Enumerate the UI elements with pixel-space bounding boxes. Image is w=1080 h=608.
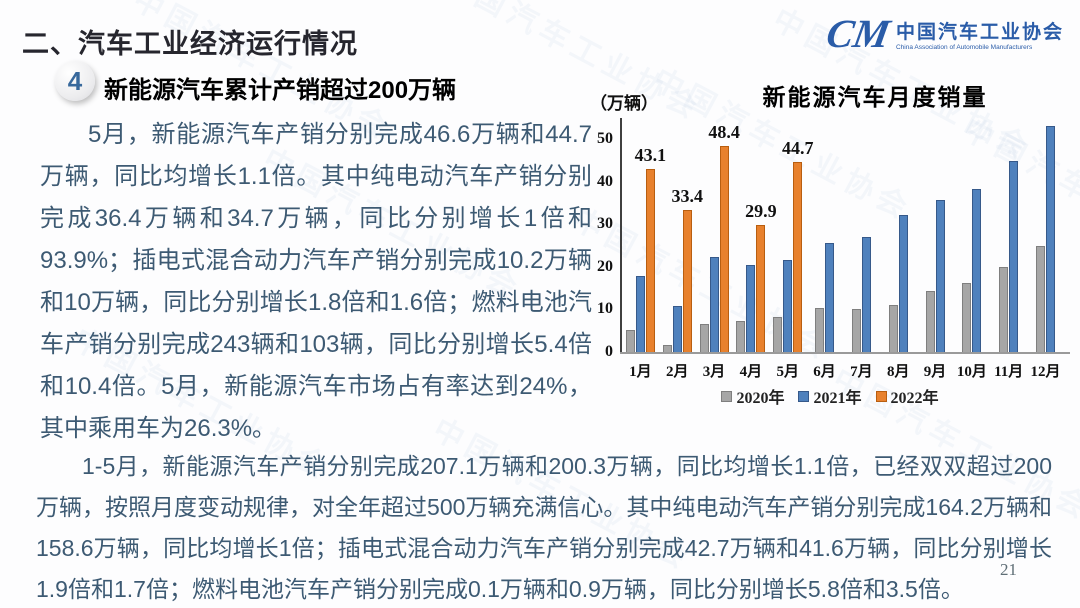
body-paragraph-may: 5月，新能源汽车产销分别完成46.6万辆和44.7万辆，同比均增长1.1倍。其中…: [40, 121, 592, 442]
x-tick-label: 6月: [813, 364, 836, 380]
y-axis-unit-label: （万辆）: [590, 94, 658, 113]
bar-group-4月: 29.9 4月: [732, 118, 777, 380]
caam-logo-name-cn: 中国汽车工业协会: [895, 22, 1064, 43]
data-label: 44.7: [781, 137, 814, 158]
y-tick-label: 0: [605, 343, 613, 360]
x-tick-label: 5月: [776, 364, 799, 380]
bar-2021年-4月: [746, 264, 756, 352]
bar-group-5月: 44.7 5月: [769, 118, 813, 380]
bar-group-11月: 11月: [990, 118, 1027, 380]
monthly-sales-chart: （万辆） 新能源汽车月度销量 43.1 1月 33.4 2月 48.4 3月 29.9 4月 4…: [586, 76, 1074, 412]
bar-2021年-3月: [709, 256, 719, 352]
x-tick-label: 8月: [886, 364, 910, 380]
legend-item-2020年: 2020年: [721, 384, 784, 408]
x-axis-line: [620, 352, 1070, 354]
bar-2020年-7月: [851, 309, 861, 352]
bar-2020年-10月: [962, 282, 972, 352]
legend-label: 2020年: [736, 390, 785, 407]
legend-item-2021年: 2021年: [798, 384, 862, 408]
bar-2021年-11月: [1009, 160, 1019, 352]
bar-group-1月: 43.1 1月: [622, 118, 666, 380]
bar-group-10月: 10月: [953, 118, 990, 380]
bar-2020年-5月: [773, 317, 783, 352]
bar-group-6月: 6月: [806, 118, 843, 380]
bar-2021年-6月: [825, 243, 835, 352]
bar-2021年-7月: [861, 236, 871, 352]
bar-group-12月: 12月: [1027, 118, 1064, 380]
bar-2020年-8月: [888, 304, 898, 352]
data-label: 33.4: [671, 185, 703, 206]
data-label: 43.1: [634, 144, 667, 165]
bar-2021年-9月: [935, 200, 945, 352]
bar-group-2月: 33.4 2月: [659, 118, 703, 380]
data-label: 29.9: [745, 200, 777, 221]
chart-title: 新能源汽车月度销量: [762, 85, 988, 110]
y-tick-label: 50: [597, 130, 613, 148]
page-number: 21: [1000, 560, 1017, 579]
legend-label: 2022年: [890, 390, 939, 407]
bar-2020年-1月: [625, 329, 635, 352]
page-title: 二、汽车工业经济运行情况: [22, 29, 358, 59]
caam-logo-text: 中国汽车工业协会 China Association of Automobile…: [896, 17, 1064, 51]
caam-logo: CM 中国汽车工业协会 China Association of Automob…: [823, 11, 1064, 56]
caam-logo-name-en: China Association of Automobile Manufact…: [895, 44, 1033, 51]
data-label: 48.4: [708, 122, 740, 143]
bar-2020年-12月: [1036, 246, 1046, 352]
bar-2022年-2月: 33.4: [671, 186, 703, 352]
section-number-badge: 4: [55, 61, 95, 101]
chart-plot: 43.1 1月 33.4 2月 48.4 3月 29.9 4月 44.7 5月 6月 7月 8月 9月 10…: [597, 118, 1070, 380]
x-tick-label: 3月: [702, 364, 726, 380]
bar-group-7月: 7月: [843, 118, 880, 380]
bar-2021年-10月: [972, 189, 982, 352]
bar-2020年-6月: [815, 307, 825, 352]
x-tick-label: 9月: [923, 364, 947, 380]
bar-2022年-1月: 43.1: [635, 145, 666, 352]
body-paragraph-jan-may: 1-5月，新能源汽车产销分别完成207.1万辆和200.3万辆，同比均增长1.1…: [36, 453, 1052, 602]
bar-group-8月: 8月: [880, 118, 917, 380]
legend-swatch: [875, 390, 887, 402]
y-tick-label: 10: [597, 300, 613, 318]
legend-label: 2021年: [813, 390, 862, 407]
bar-2020年-4月: [736, 320, 746, 352]
bar-2022年-5月: 44.7: [782, 138, 813, 352]
legend-swatch: [798, 390, 810, 402]
x-tick-label: 11月: [994, 364, 1024, 380]
x-tick-label: 7月: [850, 364, 873, 380]
bar-groups: 43.1 1月 33.4 2月 48.4 3月 29.9 4月 44.7 5月 6月 7月 8月 9月 10…: [622, 118, 1064, 380]
bar-2022年-4月: 29.9: [745, 201, 777, 352]
bar-group-3月: 48.4 3月: [696, 118, 740, 380]
caam-logo-icon: CM: [822, 11, 894, 56]
bar-2021年-5月: [783, 259, 793, 352]
chart-legend: 2020年 2021年 2022年: [586, 384, 1074, 408]
bar-2022年-3月: 48.4: [708, 122, 740, 352]
bar-2020年-3月: [699, 323, 709, 352]
y-tick-label: 30: [597, 215, 613, 233]
x-tick-label: 1月: [629, 364, 652, 380]
bar-2021年-8月: [898, 215, 908, 352]
legend-item-2022年: 2022年: [875, 384, 939, 408]
bar-2021年-1月: [635, 275, 645, 352]
legend-swatch: [721, 390, 733, 402]
bar-2020年-2月: [662, 345, 672, 352]
y-tick-label: 20: [597, 257, 613, 275]
x-tick-label: 12月: [1030, 364, 1061, 380]
bar-2020年-11月: [999, 266, 1009, 352]
bar-group-9月: 9月: [917, 118, 954, 380]
section-title: 新能源汽车累计产销超过200万辆: [104, 77, 457, 104]
x-tick-label: 2月: [665, 364, 689, 380]
y-tick-label: 40: [597, 172, 613, 190]
bar-2021年-12月: [1046, 126, 1056, 352]
bar-2020年-9月: [925, 290, 935, 352]
x-tick-label: 10月: [956, 364, 987, 380]
x-tick-label: 4月: [739, 364, 763, 380]
bar-2021年-2月: [672, 305, 682, 352]
